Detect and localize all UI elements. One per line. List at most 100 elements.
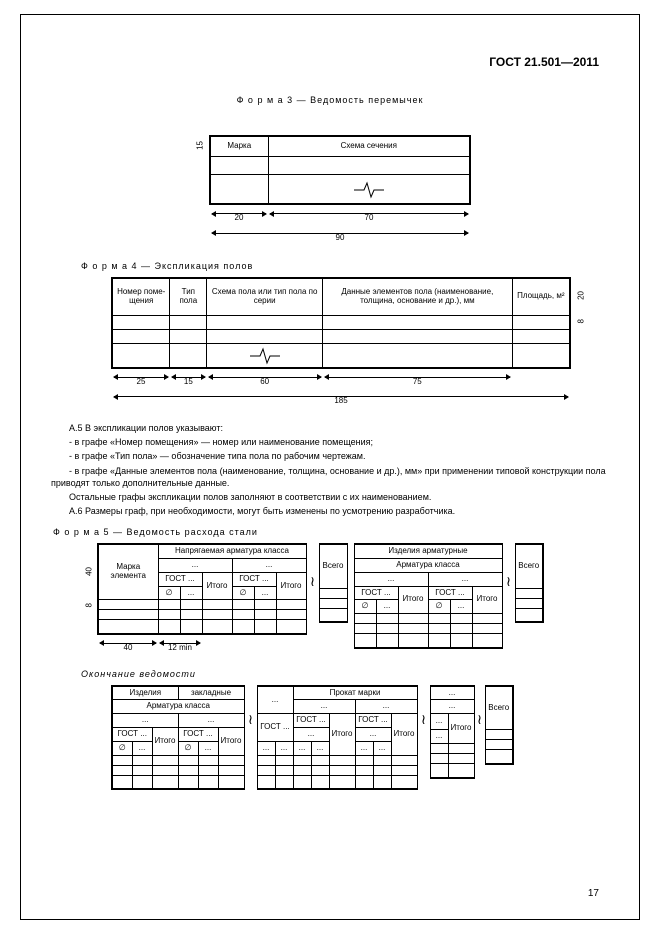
cell: ∅ [232,586,254,600]
cell: ... [355,741,373,755]
text-p6: А.6 Размеры граф, при необходимости, мог… [51,505,609,517]
form4-dim-total: 185 [334,396,347,405]
form5-dim-w1: 40 [124,643,133,652]
form5-dim-w2: 12 min [168,643,192,652]
cell: ... [254,586,276,600]
form5-h2-right: Арматура класса [354,558,502,572]
body-text: А.5 В экспликации полов указывают: - в г… [51,422,609,517]
form5-dim-h2: 8 [85,603,94,607]
cell: ... [430,700,474,714]
cell: ∅ [354,600,376,614]
form3-table: 15 Марка Схема сечения [191,135,609,245]
cell: ГОСТ ... [293,714,329,728]
cell: Итого [218,728,244,756]
form3-dim-w2: 70 [365,213,374,222]
cell: ... [293,741,311,755]
form4-dim-w3: 60 [260,377,269,386]
cell: ... [293,728,329,742]
form5-h1-left: Напрягаемая арматура класса [158,544,306,558]
cell: ... [112,714,178,728]
cell: ... [376,600,398,614]
cell: ГОСТ ... [355,714,391,728]
cell: ... [257,686,293,714]
cell: ... [355,728,391,742]
form3-col2: Схема сечения [268,136,470,156]
form5b-h2: закладные [178,686,244,700]
cell: ГОСТ ... [158,572,202,586]
cell: ... [293,700,355,714]
form5-cont-label: Окончание ведомости [81,669,609,679]
cell: ... [355,700,417,714]
cell: ∅ [112,741,132,755]
form4-dim-w2: 15 [184,377,193,386]
cell: ∅ [428,600,450,614]
form3-dim-h: 15 [196,141,205,150]
cell: ... [354,572,428,586]
form5-table-top: 40 8 Марка элемента Напрягаемая [81,543,609,654]
cell: ГОСТ ... [232,572,276,586]
page-number: 17 [588,888,599,899]
form5-table-bottom: Изделия закладные Арматура класса ......… [111,685,609,790]
form4-dim-w1: 25 [137,377,146,386]
form5b-vsego: Всего [485,686,513,730]
cell: ∅ [178,741,198,755]
cell: ... [428,572,502,586]
text-p2: - в графе «Номер помещения» — номер или … [51,436,609,448]
cell: ГОСТ ... [354,586,398,600]
cell: ГОСТ ... [112,728,152,742]
cell: ∅ [158,586,180,600]
form5b-h1: Изделия [112,686,178,700]
text-p5: Остальные графы экспликации полов заполн… [51,491,609,503]
form5-vsego: Всего [319,544,347,588]
text-p3: - в графе «Тип пола» — обозначение типа … [51,450,609,462]
cell: ... [430,714,448,730]
form5b-arm: Арматура класса [112,700,244,714]
cell: ... [450,600,472,614]
form4-c4: Данные элементов пола (наименование, тол… [323,278,513,316]
cell: Итого [329,714,355,755]
cell: Итого [276,572,306,600]
cell: ... [373,741,391,755]
text-p4: - в графе «Данные элементов пола (наимен… [51,465,609,489]
form3-label: Ф о р м а 3 — Ведомость перемычек [51,95,609,105]
form5-label: Ф о р м а 5 — Ведомость расхода стали [53,527,609,537]
cell: Итого [472,586,502,614]
form4-c2: Тип пола [170,278,207,316]
form4-c5: Площадь, м² [512,278,570,316]
cell: ... [257,741,275,755]
text-p1: А.5 В экспликации полов указывают: [51,422,609,434]
cell: Итого [152,728,178,756]
cell: ... [232,558,306,572]
form5-h1-right: Изделия арматурные [354,544,502,558]
form4-c1: Номер поме-щения [112,278,170,316]
cell: ... [132,741,152,755]
cell: Итого [202,572,232,600]
cell: ... [158,558,232,572]
form4-dim-w4: 75 [413,377,422,386]
cell: ... [275,741,293,755]
form5-vsego2: Всего [515,544,543,588]
form4-dim-h2: 8 [577,319,586,323]
form4-label: Ф о р м а 4 — Экспликация полов [81,261,609,271]
cell: ... [198,741,218,755]
cell: ... [178,714,244,728]
form3-col1: Марка [210,136,268,156]
form4-c3: Схема пола или тип пола по серии [207,278,323,316]
cell: ... [180,586,202,600]
form4-table: Номер поме-щения Тип пола Схема пола или… [111,277,609,409]
cell: ... [430,686,474,700]
cell: ... [311,741,329,755]
form5-col-mark: Марка элемента [98,544,158,600]
cell: ГОСТ ... [178,728,218,742]
cell: Итого [391,714,417,755]
form4-dim-h1: 20 [577,291,586,300]
cell: ... [430,730,448,744]
form5-dim-h: 40 [85,567,94,576]
form5b-prokat: Прокат марки [293,686,417,700]
document-header: ГОСТ 21.501—2011 [489,55,599,69]
cell: Итого [448,714,474,744]
cell: ГОСТ ... [428,586,472,600]
form3-dim-w1: 20 [235,213,244,222]
form3-dim-total: 90 [336,233,345,242]
cell: ГОСТ ... [257,714,293,742]
